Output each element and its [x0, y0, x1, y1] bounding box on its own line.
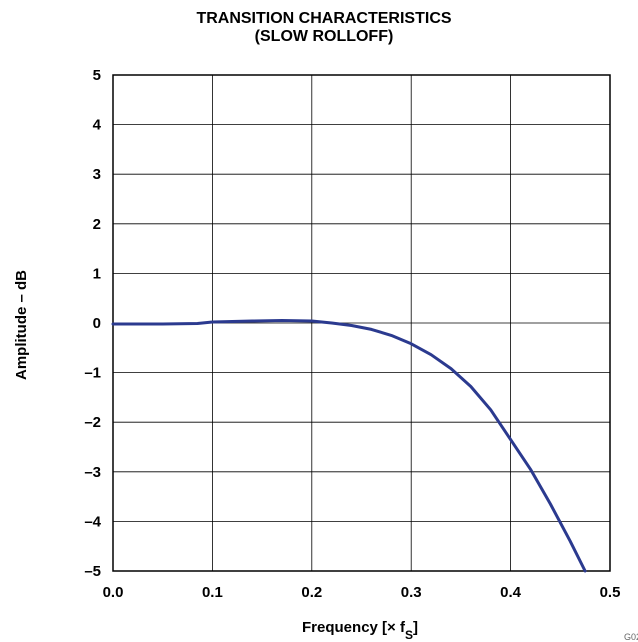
amplitude-response-line [111, 319, 587, 573]
x-tick-label: 0.0 [103, 584, 124, 601]
x-axis-label-text: Frequency [× f [302, 619, 406, 636]
y-tick-label: –4 [84, 513, 101, 530]
y-tick-label: 4 [93, 117, 102, 134]
x-tick-label: 0.3 [401, 584, 422, 601]
y-tick-label: –5 [84, 563, 101, 580]
x-tick-label: 0.2 [301, 584, 322, 601]
chart-subtitle: (SLOW ROLLOFF) [255, 28, 394, 45]
x-axis-label: Frequency [× fS] [302, 619, 418, 642]
y-axis-label: Amplitude – dB [13, 270, 30, 380]
x-tick-labels: 0.0 0.1 0.2 0.3 0.4 0.5 [103, 584, 621, 601]
x-tick-label: 0.1 [202, 584, 223, 601]
y-tick-label: 1 [93, 265, 101, 282]
x-axis-label-subscript: S [405, 628, 413, 642]
y-tick-label: –3 [84, 464, 101, 481]
x-tick-label: 0.5 [600, 584, 621, 601]
x-tick-label: 0.4 [500, 584, 522, 601]
y-tick-label: 2 [93, 216, 101, 233]
y-tick-label: 5 [93, 67, 101, 84]
y-tick-labels: 5 4 3 2 1 0 –1 –2 –3 –4 –5 [84, 67, 101, 580]
figure-id: G023 [624, 632, 638, 642]
x-axis-label-close: ] [413, 619, 418, 636]
y-tick-label: –2 [84, 414, 101, 431]
chart-title: TRANSITION CHARACTERISTICS [196, 10, 451, 27]
y-tick-label: –1 [84, 365, 101, 382]
y-tick-label: 3 [93, 166, 101, 183]
y-tick-label: 0 [93, 315, 101, 332]
